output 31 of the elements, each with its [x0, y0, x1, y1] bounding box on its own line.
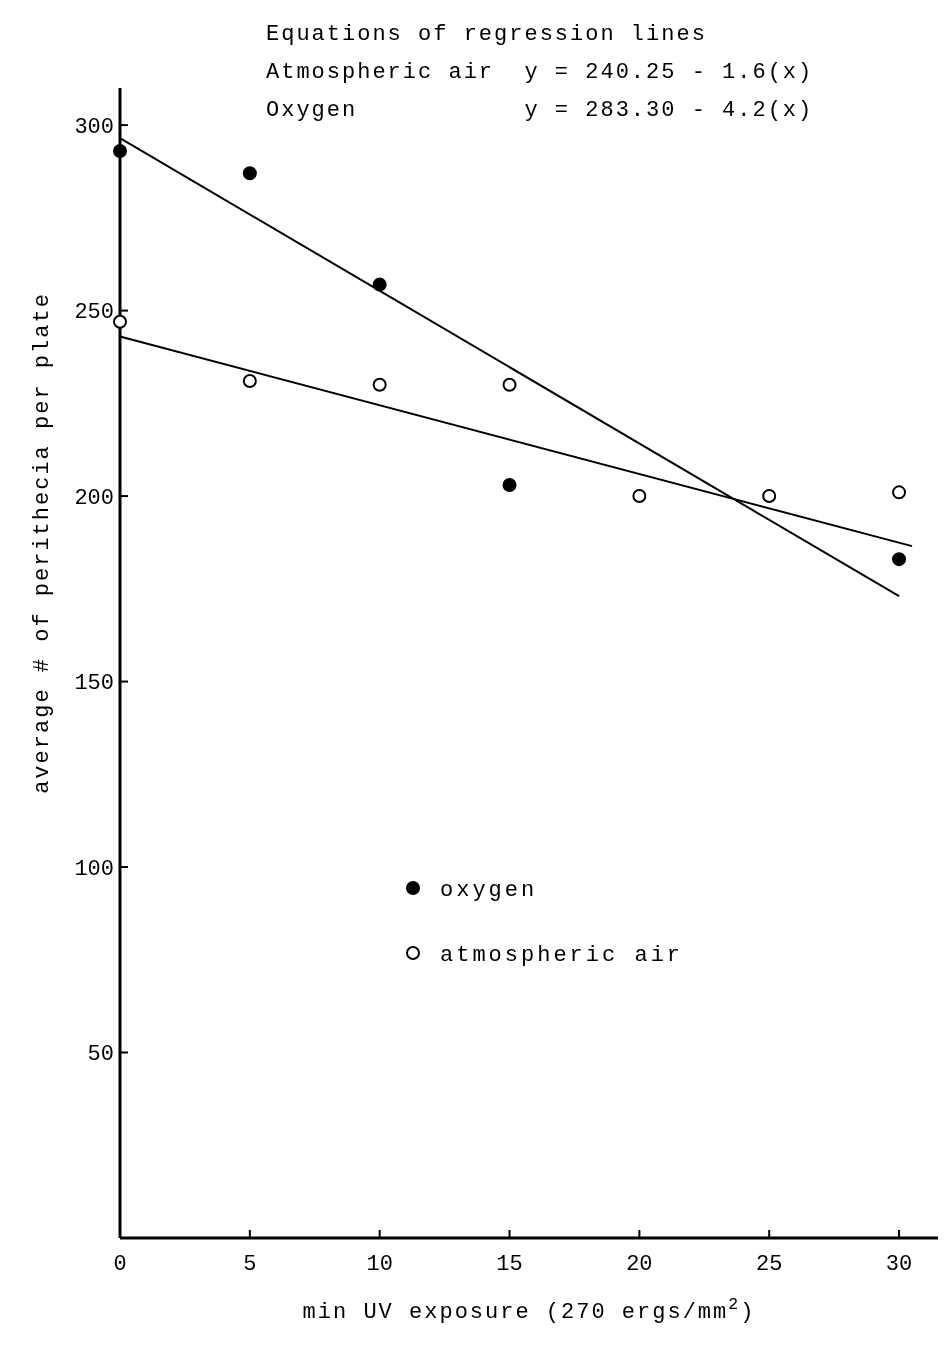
point [372, 377, 387, 392]
annotation: Oxygen y = 283.30 - 4.2(x) [266, 98, 814, 123]
y-tick-label: 250 [74, 300, 114, 326]
x-tick-label: 0 [113, 1252, 127, 1277]
point [113, 144, 127, 159]
point [242, 374, 257, 389]
point [242, 166, 257, 181]
x-tick-label: 15 [496, 1252, 523, 1277]
text: Equations of regression lines [266, 22, 707, 47]
legend-label: atmospheric air [440, 942, 684, 968]
x-tick-label: 20 [626, 1252, 653, 1277]
x-tick-label: 25 [756, 1252, 783, 1277]
x-tick-label: 5 [243, 1252, 257, 1277]
y-axis-title: average # of perithecia per plate [30, 292, 55, 794]
point [892, 485, 907, 500]
y-tick-label: 50 [87, 1042, 114, 1068]
point [502, 477, 517, 492]
y-tick-label: 100 [74, 856, 114, 882]
point [113, 314, 127, 329]
legend-label: oxygen [440, 877, 538, 903]
y-tick-label: 200 [74, 485, 114, 511]
y-tick-label: 150 [74, 671, 114, 697]
point [502, 377, 517, 392]
point [762, 489, 777, 504]
x-tick-label: 10 [366, 1252, 393, 1277]
x-axis-title: min UV exposure (270 ergs/mm$^{2}$) [302, 1294, 756, 1325]
text: Atmospheric air y = 240.25 - 1.6(x) [266, 60, 814, 85]
x-tick-label: 30 [885, 1252, 913, 1277]
point [892, 552, 907, 567]
y-tick-label: 300 [74, 114, 114, 140]
point [632, 489, 647, 504]
